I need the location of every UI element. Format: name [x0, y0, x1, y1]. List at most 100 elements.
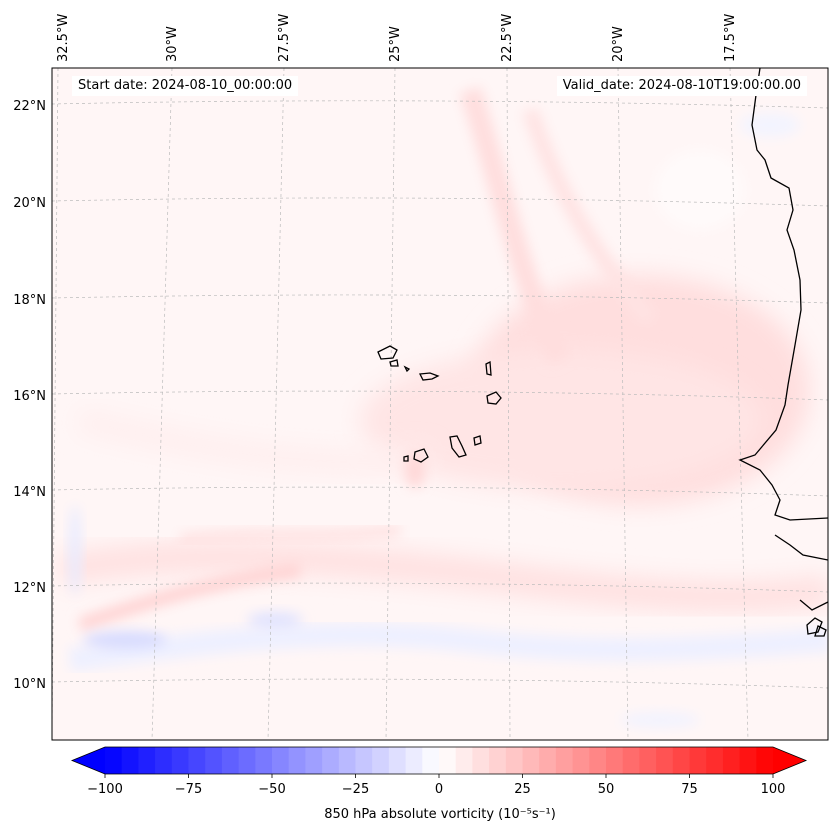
colorbar-cell — [756, 747, 774, 774]
positive-vorticity-region — [360, 350, 760, 490]
colorbar-cell — [606, 747, 624, 774]
negative-vorticity-patch — [620, 712, 700, 728]
colorbar-tick-label: −50 — [258, 782, 285, 797]
colorbar-cell — [188, 747, 206, 774]
meridian-line — [385, 68, 396, 740]
colorbar-tick-label: 50 — [598, 782, 615, 797]
lon-tick-label: 32.5°W — [56, 14, 71, 62]
parallel-line — [52, 294, 828, 304]
colorbar-cell — [622, 747, 640, 774]
lon-tick-label: 22.5°W — [500, 14, 515, 62]
colorbar-cell — [372, 747, 390, 774]
gridlines — [52, 68, 828, 740]
santa-luzia-island — [403, 365, 411, 373]
colorbar-cell — [706, 747, 724, 774]
colorbar-cell — [221, 747, 240, 774]
latitude-labels: 22°N 20°N 18°N 16°N 14°N 12°N 10°N — [13, 99, 46, 692]
colorbar-cell — [205, 747, 223, 774]
positive-vorticity-band — [179, 524, 401, 546]
colorbar-cell — [272, 747, 290, 774]
maio-island — [473, 435, 482, 446]
lon-tick-label: 25°W — [388, 26, 403, 62]
lon-tick-label: 30°W — [165, 26, 180, 62]
colorbar-cell — [238, 747, 256, 774]
map-frame — [51, 67, 829, 741]
boa-vista-island — [486, 391, 502, 405]
colorbar-cell — [472, 747, 490, 774]
colorbar-tick-label: −25 — [342, 782, 369, 797]
colorbar-tick-label: −100 — [87, 782, 123, 797]
parallel-line — [52, 100, 828, 109]
sao-nicolau-island — [418, 372, 440, 381]
colorbar-cell — [305, 747, 323, 774]
start-date-label: Start date: 2024-08-10_00:00:00 — [72, 76, 299, 96]
colorbar-cell — [288, 747, 306, 774]
lat-tick-label: 20°N — [13, 196, 46, 211]
colorbar-tick-label: −75 — [175, 782, 202, 797]
colorbar-cell — [121, 747, 139, 774]
parallel-line — [52, 486, 828, 497]
lat-tick-label: 10°N — [13, 677, 46, 692]
colorbar-cell — [138, 747, 156, 774]
colorbar-cell — [105, 747, 123, 774]
colorbar-tick-label: 75 — [681, 782, 698, 797]
positive-vorticity-band — [522, 107, 657, 326]
colorbar-cell — [505, 747, 524, 774]
colorbar-cell — [455, 747, 473, 774]
positive-vorticity-band — [77, 563, 301, 632]
colorbar-tick-label: 100 — [761, 782, 786, 797]
fogo-island — [413, 448, 429, 463]
lat-tick-label: 22°N — [13, 99, 46, 114]
positive-vorticity-band — [77, 409, 431, 474]
sal-island — [485, 360, 492, 376]
colorbar-cell — [572, 747, 590, 774]
santiago-island — [449, 435, 467, 458]
colorbar-cell — [355, 747, 373, 774]
parallel-line — [52, 678, 828, 689]
parallel-line — [52, 390, 828, 401]
meridian-line — [506, 68, 511, 740]
africa-coastline — [738, 68, 828, 611]
colorbar-cell — [522, 747, 540, 774]
colorbar-cell — [656, 747, 674, 774]
positive-vorticity-band — [459, 86, 570, 365]
parallel-line — [52, 197, 828, 207]
positive-vorticity-band — [57, 541, 828, 612]
colorbar-cell — [439, 747, 457, 774]
colorbar-cell — [539, 747, 557, 774]
colorbar: −100 −75 −50 −25 0 25 50 75 100 — [70, 746, 808, 797]
colorbar-ticks: −100 −75 −50 −25 0 25 50 75 100 — [87, 774, 785, 797]
lat-tick-label: 16°N — [13, 389, 46, 404]
colorbar-cell — [739, 747, 757, 774]
colorbar-label: 850 hPa absolute vorticity (10⁻⁵s⁻¹) — [324, 807, 556, 822]
coastlines — [377, 68, 828, 637]
colorbar-cell — [589, 747, 607, 774]
negative-vorticity-band — [68, 622, 828, 672]
colorbar-cell — [555, 747, 574, 774]
colorbar-cell — [388, 747, 407, 774]
lon-tick-label: 27.5°W — [277, 14, 292, 62]
meridian-line — [729, 68, 749, 740]
vorticity-field — [57, 86, 828, 728]
parallel-line — [52, 582, 828, 593]
colorbar-cell — [171, 747, 190, 774]
colorbar-high-extension — [773, 747, 806, 774]
colorbar-cell — [489, 747, 507, 774]
colorbar-cell — [405, 747, 423, 774]
colorbar-tick-label: 0 — [435, 782, 443, 797]
lon-tick-label: 17.5°W — [723, 14, 738, 62]
negative-vorticity-patch — [83, 631, 167, 649]
colorbar-cell — [338, 747, 357, 774]
meridian-line — [52, 68, 59, 740]
colorbar-cell — [689, 747, 707, 774]
longitude-labels: 32.5°W 30°W 27.5°W 25°W 22.5°W 20°W 17.5… — [56, 14, 738, 62]
guinea-bissau-islands — [814, 625, 827, 637]
lat-tick-label: 18°N — [13, 293, 46, 308]
colorbar-cell — [155, 747, 173, 774]
sao-vicente-island — [389, 359, 399, 367]
brava-island — [403, 455, 409, 462]
positive-vorticity-region — [655, 150, 745, 230]
colorbar-tick-label: 25 — [514, 782, 531, 797]
lat-tick-label: 12°N — [13, 581, 46, 596]
